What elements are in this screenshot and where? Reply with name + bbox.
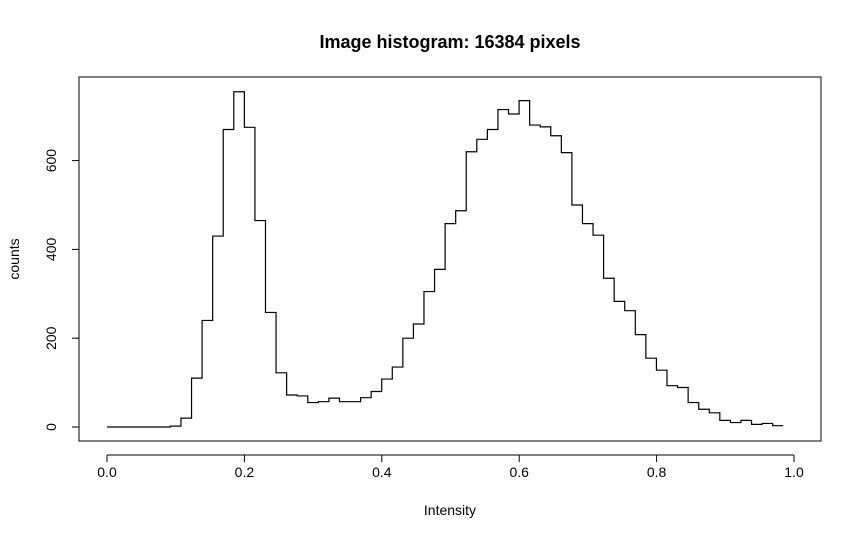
x-tick-label: 0.2 <box>235 464 255 480</box>
x-tick-label: 1.0 <box>784 464 804 480</box>
y-tick-label: 600 <box>43 149 59 173</box>
plot-frame <box>78 76 822 442</box>
x-tick-label: 0.6 <box>509 464 529 480</box>
x-axis-label: Intensity <box>424 502 476 518</box>
x-tick-label: 0.4 <box>372 464 392 480</box>
y-axis: 0 200 400 600 <box>43 149 80 431</box>
y-axis-label: counts <box>6 238 22 279</box>
x-tick-label: 0.0 <box>97 464 117 480</box>
x-axis: 0.0 0.2 0.4 0.6 0.8 1.0 <box>97 454 804 480</box>
y-tick-label: 0 <box>43 423 59 431</box>
y-tick-label: 200 <box>43 326 59 350</box>
chart-title: Image histogram: 16384 pixels <box>319 32 580 52</box>
x-tick-label: 0.8 <box>647 464 667 480</box>
y-tick-label: 400 <box>43 238 59 262</box>
histogram-step-line <box>107 91 784 428</box>
